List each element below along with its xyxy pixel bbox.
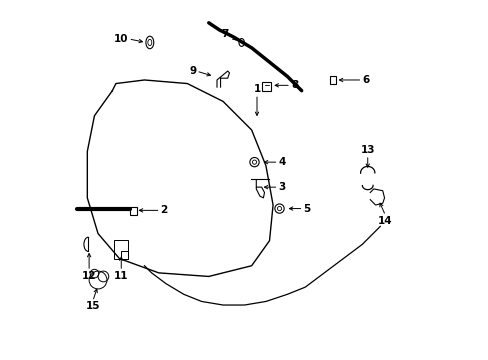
- Text: 3: 3: [278, 182, 285, 192]
- Text: 5: 5: [303, 203, 310, 213]
- Bar: [114, 240, 128, 260]
- Bar: [121, 251, 128, 258]
- Text: 9: 9: [189, 66, 196, 76]
- Text: 13: 13: [360, 145, 374, 155]
- Text: 1: 1: [253, 84, 260, 94]
- Text: 10: 10: [114, 34, 128, 44]
- Text: 11: 11: [114, 271, 128, 281]
- Text: 8: 8: [290, 80, 298, 90]
- Text: 7: 7: [221, 28, 228, 39]
- Bar: [329, 76, 335, 84]
- Text: 4: 4: [278, 157, 285, 167]
- Text: 15: 15: [85, 301, 100, 311]
- Text: 2: 2: [160, 205, 167, 215]
- Bar: [130, 207, 136, 215]
- Text: 6: 6: [362, 75, 369, 85]
- Text: 14: 14: [378, 216, 392, 226]
- Text: 12: 12: [81, 271, 96, 281]
